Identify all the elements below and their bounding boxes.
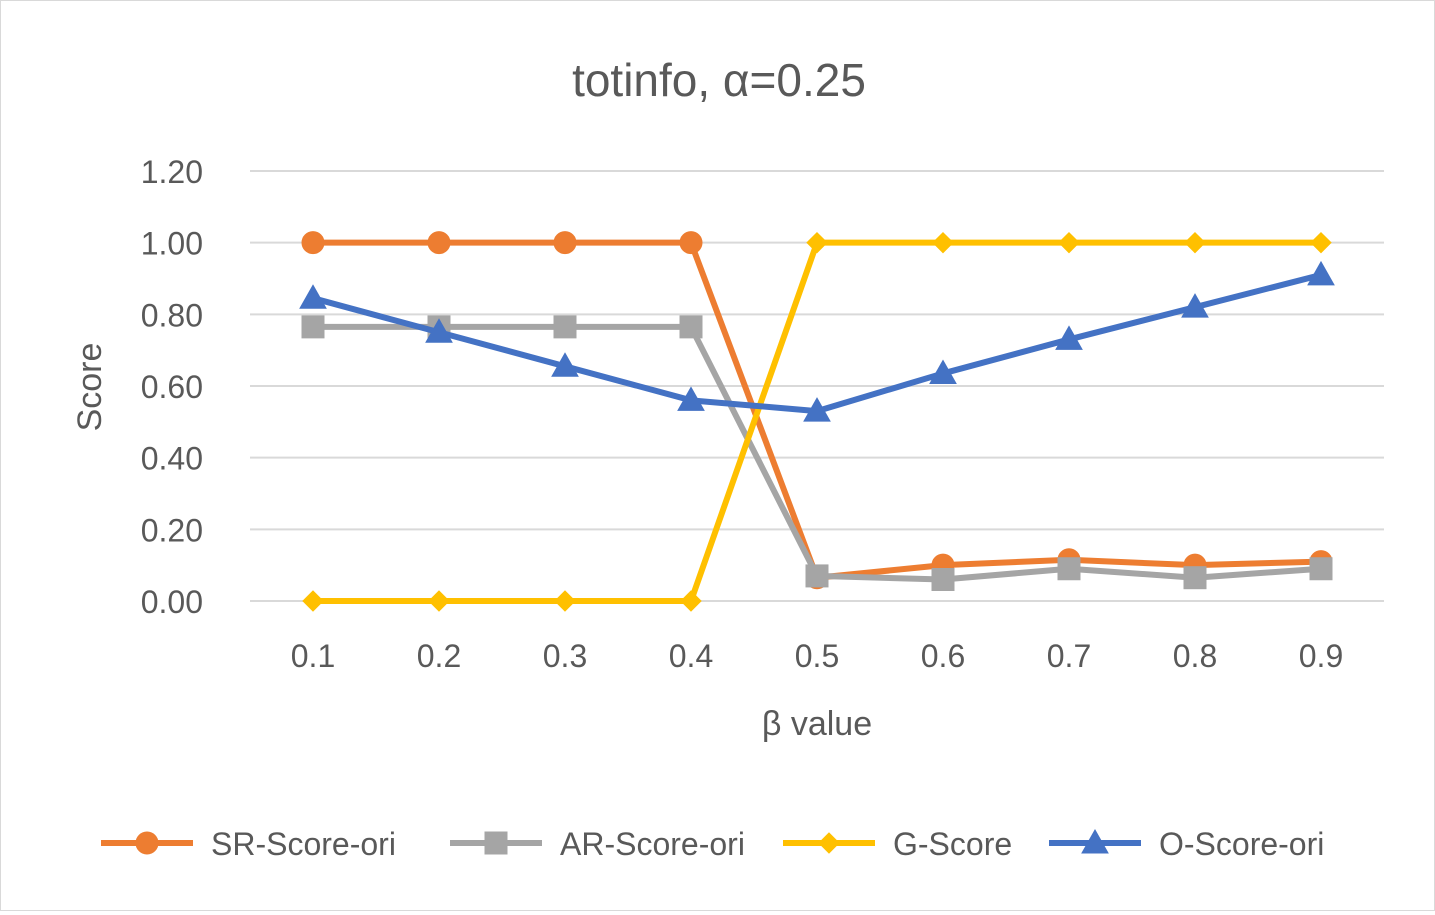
data-point: [806, 231, 828, 254]
data-point: [427, 231, 451, 255]
data-point: [1058, 231, 1080, 254]
y-axis-label: Score: [71, 343, 109, 432]
y-tick-label: 0.40: [141, 441, 203, 477]
data-point: [679, 315, 703, 339]
legend-item: O-Score-ori: [1049, 826, 1324, 862]
y-tick-label: 0.80: [141, 297, 203, 333]
legend-marker: [135, 831, 159, 855]
data-point: [553, 231, 577, 255]
data-point: [425, 318, 453, 343]
x-tick-label: 0.5: [795, 638, 839, 674]
x-axis-tick-labels: 0.1 0.2 0.3 0.4 0.5 0.6 0.7 0.8 0.9: [291, 638, 1343, 674]
legend-label: O-Score-ori: [1159, 826, 1324, 862]
data-point: [931, 568, 955, 591]
data-point: [554, 590, 576, 612]
legend-item: G-Score: [783, 826, 1012, 862]
data-point: [677, 386, 705, 411]
x-tick-label: 0.3: [543, 638, 587, 674]
data-point: [553, 315, 577, 339]
data-point: [1181, 293, 1209, 318]
y-tick-label: 0.60: [141, 369, 203, 405]
data-point: [932, 231, 954, 254]
y-tick-label: 1.00: [141, 226, 203, 262]
data-point: [805, 564, 829, 588]
data-point: [551, 352, 579, 377]
y-tick-label: 0.00: [141, 584, 203, 620]
data-point: [1183, 566, 1207, 590]
legend-item: SR-Score-ori: [101, 826, 396, 862]
data-point: [301, 315, 325, 339]
series-group: [299, 231, 1335, 612]
data-point: [302, 590, 324, 612]
x-tick-label: 0.8: [1173, 638, 1217, 674]
legend-marker: [1081, 828, 1109, 854]
series-line: [313, 239, 1321, 604]
data-point: [1184, 231, 1206, 254]
x-tick-label: 0.9: [1299, 638, 1343, 674]
data-point: [299, 284, 327, 309]
data-point: [1055, 325, 1083, 350]
legend-item: AR-Score-ori: [450, 826, 745, 862]
data-point: [1310, 231, 1332, 254]
legend-label: G-Score: [893, 826, 1012, 862]
data-point: [428, 590, 450, 612]
series-line: [313, 323, 1322, 583]
data-point: [803, 397, 831, 422]
series-line: [312, 272, 1322, 415]
data-point: [680, 590, 702, 612]
data-point: [929, 359, 957, 384]
y-axis-tick-labels: 0.00 0.20 0.40 0.60 0.80 1.00 1.20: [141, 154, 203, 620]
legend-label: SR-Score-ori: [211, 826, 396, 862]
legend-label: AR-Score-ori: [560, 826, 745, 862]
data-point: [679, 231, 703, 255]
x-axis-label: β value: [762, 705, 872, 743]
legend-marker: [484, 831, 508, 855]
x-tick-label: 0.7: [1047, 638, 1091, 674]
x-tick-label: 0.6: [921, 638, 965, 674]
legend-marker: [818, 832, 840, 854]
data-point: [1309, 557, 1333, 581]
data-point: [1307, 260, 1335, 286]
x-tick-label: 0.1: [291, 638, 335, 674]
series-ar-score-ori: [301, 315, 1333, 591]
data-point: [301, 231, 325, 255]
series-o-score-ori: [299, 260, 1335, 422]
legend: SR-Score-ori AR-Score-ori G-Score O-Score-o…: [101, 826, 1324, 862]
data-point: [1057, 557, 1081, 581]
y-tick-label: 0.20: [141, 512, 203, 548]
chart-title: totinfo, α=0.25: [572, 54, 866, 106]
x-tick-label: 0.2: [417, 638, 461, 674]
y-tick-label: 1.20: [141, 154, 203, 190]
x-tick-label: 0.4: [669, 638, 713, 674]
series-g-score: [302, 231, 1332, 612]
